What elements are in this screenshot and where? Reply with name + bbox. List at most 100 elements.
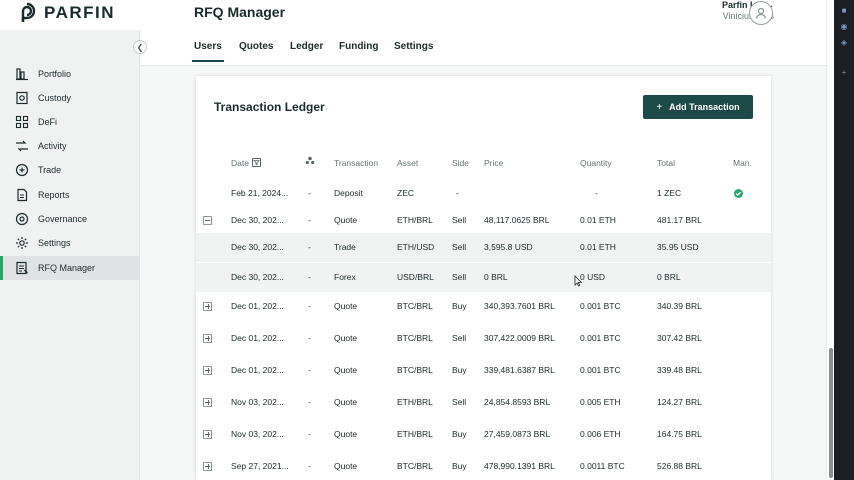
cell-asset: BTC/BRL (397, 461, 433, 471)
cell-owner: - (308, 365, 311, 375)
table-row[interactable]: Sep 27, 2021... - Quote BTC/BRL Buy 478,990.1… (196, 454, 771, 478)
sidebar-item-trade[interactable]: Trade (0, 158, 140, 182)
filter-icon[interactable] (251, 158, 261, 167)
table-row[interactable]: Dec 01, 202... - Quote BTC/BRL Sell 307,422.0… (196, 326, 771, 350)
cell-total: 124.27 BRL (657, 397, 702, 407)
sidebar-item-label: Governance (38, 214, 88, 224)
table-row[interactable]: Nov 03, 202... - Quote ETH/BRL Buy 27,459.087… (196, 422, 771, 446)
portfolio-icon (14, 66, 30, 82)
cell-transaction: Quote (334, 429, 358, 439)
avatar[interactable] (749, 1, 773, 25)
column-header-total[interactable]: Total (657, 158, 675, 168)
cell-quantity: - (595, 188, 598, 198)
cell-asset: ETH/BRL (397, 215, 433, 225)
expand-row-icon[interactable] (203, 461, 212, 471)
scrollbar-thumb[interactable] (829, 348, 833, 478)
table-row[interactable]: Dec 30, 202... - Forex USD/BRL Sell 0 BRL 0 US… (196, 262, 771, 292)
sidebar-item-custody[interactable]: Custody (0, 86, 140, 110)
tab-settings[interactable]: Settings (394, 41, 434, 52)
expand-row-icon[interactable] (203, 397, 212, 407)
tab-quotes[interactable]: Quotes (239, 41, 274, 52)
user-name: Vinicius Dias (722, 11, 774, 21)
table-row[interactable]: Dec 30, 202... - Trade ETH/USD Sell 3,595.8 U… (196, 232, 771, 262)
rfq-manager-icon (14, 260, 30, 276)
cell-price: 27,459.0873 BRL (484, 429, 551, 439)
link-icon[interactable]: ◈ (840, 38, 848, 47)
sidebar-item-activity[interactable]: Activity (0, 134, 140, 158)
cell-price: 0 BRL (484, 272, 508, 282)
cell-asset: ETH/BRL (397, 397, 433, 407)
cell-side: Buy (452, 429, 467, 439)
table-row[interactable]: Dec 01, 202... - Quote BTC/BRL Buy 339,481.63… (196, 358, 771, 382)
page-scrollbar[interactable] (826, 0, 834, 480)
brand-logo[interactable]: PARFIN (16, 2, 115, 24)
sidebar-item-label: Trade (38, 165, 62, 175)
manual-check-icon (734, 188, 743, 198)
table-row[interactable]: Dec 01, 202... - Quote BTC/BRL Buy 340,393.76… (196, 294, 771, 318)
sidebar-item-portfolio[interactable]: Portfolio (0, 62, 140, 86)
cell-quantity: 0.01 ETH (580, 242, 616, 252)
tab-funding[interactable]: Funding (339, 41, 379, 52)
sidebar-item-reports[interactable]: Reports (0, 183, 140, 207)
sidebar-item-rfq-manager[interactable]: RFQ Manager (0, 256, 140, 280)
table-row[interactable]: Feb 21, 2024... - Deposit ZEC - - 1 ZEC (196, 181, 771, 205)
expand-row-icon[interactable] (203, 301, 212, 311)
cell-quantity: 0 USD (580, 272, 606, 282)
table-row[interactable]: Nov 03, 202... - Quote ETH/BRL Sell 24,854.85… (196, 390, 771, 414)
cell-owner: - (308, 397, 311, 407)
column-header-quantity[interactable]: Quantity (580, 158, 612, 168)
column-header-price[interactable]: Price (484, 158, 504, 168)
cell-asset: BTC/BRL (397, 365, 433, 375)
sidebar-collapse-button[interactable]: ❮ (133, 40, 147, 54)
cell-side: Sell (452, 272, 467, 282)
cell-price: 24,854.8593 BRL (484, 397, 551, 407)
cell-transaction: Forex (334, 272, 356, 282)
cell-transaction: Quote (334, 215, 358, 225)
cell-price: 307,422.0009 BRL (484, 333, 555, 343)
cell-side: Sell (452, 333, 467, 343)
sidebar-item-governance[interactable]: Governance (0, 207, 140, 231)
add-panel-icon[interactable]: + (841, 68, 847, 77)
cell-date: Nov 03, 202... (231, 429, 284, 439)
collapse-row-icon[interactable] (203, 215, 212, 225)
tab-ledger[interactable]: Ledger (290, 41, 324, 52)
cell-quantity: 0.0011 BTC (580, 461, 625, 471)
sidebar-item-settings[interactable]: Settings (0, 231, 140, 255)
expand-row-icon[interactable] (203, 429, 212, 439)
cell-side: Buy (452, 461, 467, 471)
column-header-manual[interactable]: Man. (733, 158, 752, 168)
cell-asset: ZEC (397, 188, 414, 198)
cell-quantity: 0.006 ETH (580, 429, 621, 439)
cell-owner: - (308, 461, 311, 471)
sidebar-item-label: Activity (38, 141, 67, 151)
apps-icon[interactable]: ◉ (840, 22, 848, 31)
table-row[interactable]: Dec 30, 202... - Quote ETH/BRL Sell 48,117.06… (196, 208, 771, 232)
trade-icon (14, 162, 30, 178)
cell-side: Buy (452, 365, 467, 375)
top-header: PARFIN RFQ Manager Parfin Ltd ⌄ Vinicius… (0, 0, 826, 30)
column-header-transaction[interactable]: Transaction (334, 158, 379, 168)
cell-total: 340.39 BRL (657, 301, 702, 311)
expand-row-icon[interactable] (203, 333, 212, 343)
cell-owner: - (308, 215, 311, 225)
expand-row-icon[interactable] (203, 365, 212, 375)
cell-transaction: Quote (334, 333, 358, 343)
cell-transaction: Deposit (334, 188, 363, 198)
cell-side: Sell (452, 242, 467, 252)
sidebar-item-defi[interactable]: DeFi (0, 110, 140, 134)
tab-users[interactable]: Users (192, 41, 224, 62)
cell-quantity: 0.005 ETH (580, 397, 621, 407)
company-name: Parfin Ltd (721, 0, 764, 10)
governance-icon (14, 211, 30, 227)
panel-icon[interactable]: ■ (841, 6, 847, 15)
add-transaction-button[interactable]: + Add Transaction (643, 95, 753, 119)
column-header-asset[interactable]: Asset (397, 158, 419, 168)
cell-quantity: 0.001 BTC (580, 365, 621, 375)
cell-date: Dec 01, 202... (231, 365, 284, 375)
activity-icon (14, 138, 30, 154)
user-icon (755, 7, 767, 19)
column-header-side[interactable]: Side (452, 158, 470, 168)
column-header-date[interactable]: Date (231, 158, 261, 168)
cell-owner: - (308, 429, 311, 439)
people-icon (305, 156, 315, 168)
